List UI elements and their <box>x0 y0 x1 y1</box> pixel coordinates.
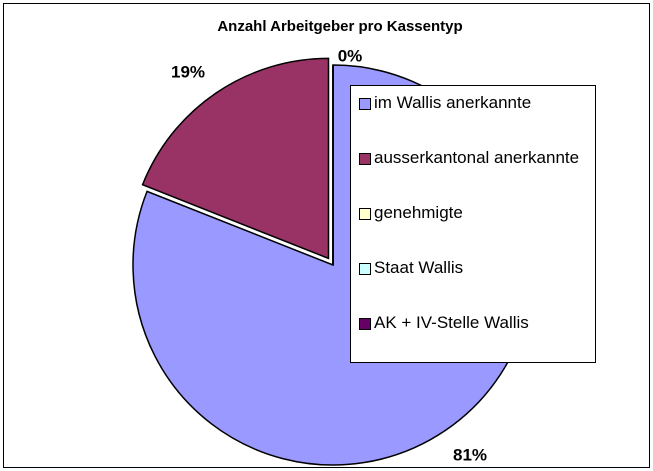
chart-title: Anzahl Arbeitgeber pro Kassentyp <box>217 18 462 35</box>
legend-entry: AK + IV-Stelle Wallis <box>359 312 591 367</box>
pie-slice <box>141 57 330 260</box>
legend-entry: genehmigte <box>359 202 591 257</box>
legend-label: genehmigte <box>374 203 463 222</box>
legend-swatch <box>359 318 371 330</box>
legend: im Wallis anerkannte ausserkantonal anerk… <box>350 85 596 363</box>
legend-swatch <box>359 98 371 110</box>
data-label: 19% <box>171 62 205 81</box>
data-label: 81% <box>453 445 487 464</box>
legend-label: AK + IV-Stelle Wallis <box>374 313 529 332</box>
legend-swatch <box>359 208 371 220</box>
legend-label: ausserkantonal anerkannte <box>374 148 580 167</box>
legend-label: im Wallis anerkannte <box>374 93 532 112</box>
legend-swatch <box>359 153 371 165</box>
data-label: 0% <box>338 46 363 65</box>
legend-label: Staat Wallis <box>374 258 464 277</box>
legend-swatch <box>359 263 371 275</box>
legend-entry: ausserkantonal anerkannte <box>359 147 591 202</box>
legend-entry: im Wallis anerkannte <box>359 92 591 147</box>
legend-entry: Staat Wallis <box>359 257 591 312</box>
